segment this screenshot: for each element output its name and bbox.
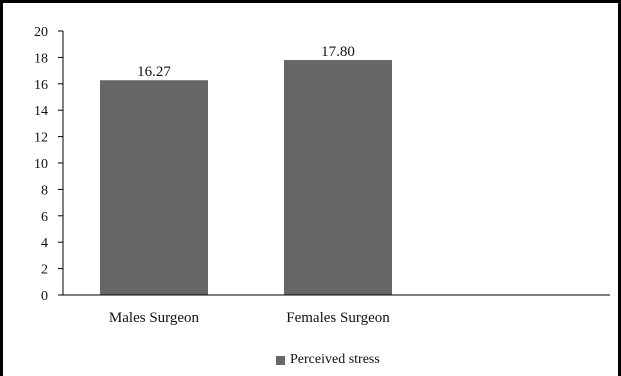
y-tick-label: 0 [41,289,48,304]
y-tick-label: 16 [34,78,48,93]
y-tick-label: 20 [34,25,48,40]
data-label: 16.27 [137,64,171,80]
data-label: 17.80 [321,44,355,60]
y-tick-label: 12 [34,131,48,146]
y-tick-label: 8 [41,183,48,198]
data-labels: 16.27 17.80 [137,44,355,80]
y-tick-label: 18 [34,51,48,66]
y-tick-label: 4 [41,236,48,251]
y-tick-label: 2 [41,263,48,278]
category-labels: Males Surgeon Females Surgeon [109,310,390,326]
category-label: Females Surgeon [286,310,390,326]
legend: Perceived stress [276,351,380,369]
y-tick-label: 10 [34,157,48,172]
category-label: Males Surgeon [109,310,200,326]
legend-label: Perceived stress [290,352,380,367]
legend-swatch [276,355,285,365]
y-tick-label: 6 [41,210,48,225]
bar [284,60,392,295]
y-tick-label: 14 [34,104,48,119]
bar [100,80,208,296]
y-axis-ticks: 0 2 4 6 8 10 12 14 16 18 20 [34,25,63,304]
bars [100,60,392,296]
